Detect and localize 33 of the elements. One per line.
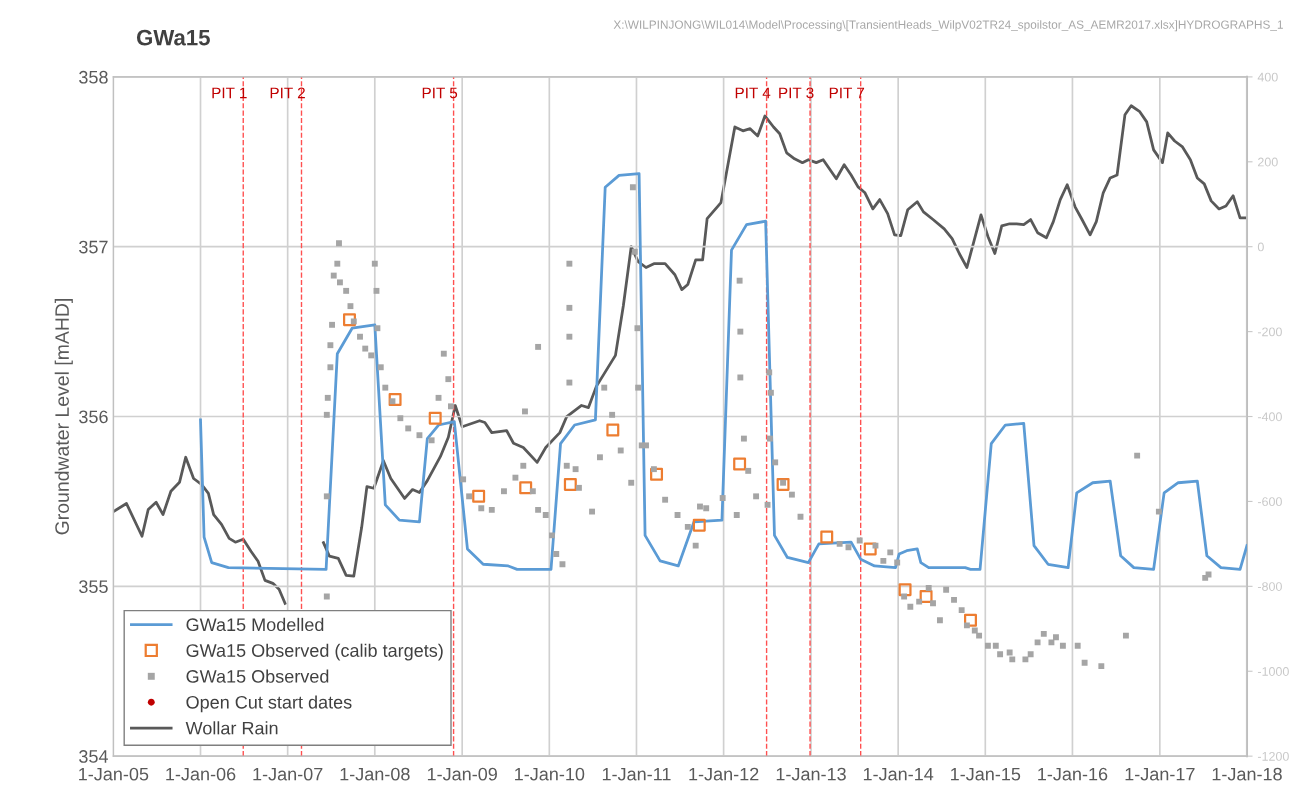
x-tick-label: 1-Jan-10	[515, 767, 585, 781]
x-tick-label: 1-Jan-14	[863, 767, 934, 781]
chart-title: GWa15	[136, 29, 210, 46]
y-tick-label: 354	[79, 750, 108, 763]
x-tick-label: 1-Jan-13	[776, 767, 846, 781]
y-tick-label: 358	[79, 70, 108, 84]
ref-line-label: PIT 7	[829, 87, 865, 99]
legend-label: Open Cut start dates	[186, 695, 352, 713]
ref-line-label: PIT 1	[212, 87, 247, 99]
x-tick-label: 1-Jan-16	[1038, 767, 1108, 781]
text: X:\WILPINJONG\WIL014\Model\Processing\[TransientHeads_WilpV02TR24_spoilstor_AS_AEMR2017.xlsx]HYDROGRAPHS_1	[613, 20, 1283, 32]
x-tick-label: 1-Jan-07	[253, 767, 323, 781]
x-tick-label: 1-Jan-11	[602, 767, 671, 781]
x-tick-label: 1-Jan-15	[951, 767, 1021, 781]
ref-line-label: PIT 2	[270, 87, 305, 99]
y-tick-label: 357	[79, 240, 108, 254]
legend-label: GWa15 Observed (calib targets)	[186, 643, 443, 661]
x-tick-label: 1-Jan-05	[79, 767, 149, 781]
x-tick-label: 1-Jan-09	[427, 767, 497, 781]
legend-label: GWa15 Observed	[186, 669, 329, 683]
x-tick-label: 1-Jan-18	[1212, 767, 1282, 781]
y-tick-label: 356	[79, 410, 108, 424]
ref-line-label: PIT 5	[422, 87, 458, 99]
legend-label: Wollar Rain	[185, 721, 278, 735]
x-tick-label: 1-Jan-17	[1125, 767, 1195, 781]
y-axis-title: Groundwater Level [mAHD]	[54, 299, 73, 535]
x-tick-label: 1-Jan-08	[340, 767, 410, 781]
x-tick-label: 1-Jan-06	[166, 767, 236, 781]
x-tick-label: 1-Jan-12	[689, 767, 759, 781]
y-tick-label: 355	[79, 580, 108, 594]
legend-label: GWa15 Modelled	[186, 617, 324, 632]
ref-line-label: PIT 3	[779, 87, 814, 99]
ref-line-label: PIT 4	[735, 87, 771, 99]
